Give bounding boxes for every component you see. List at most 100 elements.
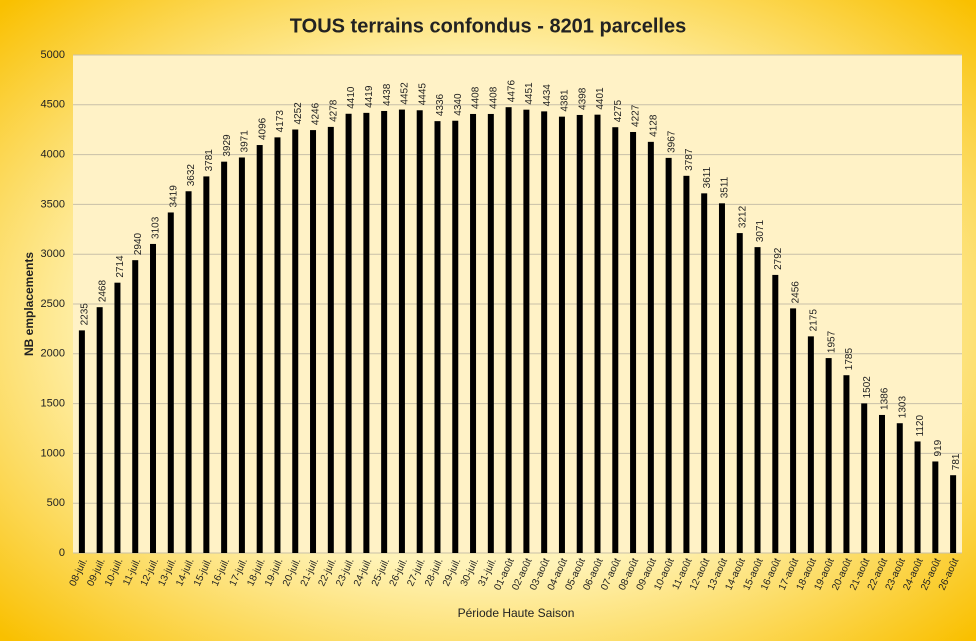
- data-label: 3967: [666, 130, 677, 153]
- bar: [345, 113, 352, 553]
- data-label: 4419: [364, 85, 375, 108]
- data-label: 4408: [471, 86, 482, 109]
- data-label: 1386: [880, 387, 891, 410]
- y-tick-label: 4000: [41, 149, 65, 161]
- data-label: 781: [951, 453, 962, 470]
- bar: [221, 161, 228, 553]
- bar: [78, 330, 85, 553]
- bar: [398, 109, 405, 553]
- data-label: 3212: [737, 205, 748, 228]
- bar: [772, 274, 779, 553]
- bar: [434, 121, 441, 553]
- bar: [185, 191, 192, 553]
- bar: [150, 243, 157, 553]
- data-label: 2940: [133, 232, 144, 255]
- data-label: 4173: [275, 110, 286, 133]
- y-tick-label: 500: [47, 497, 65, 509]
- data-label: 3071: [755, 219, 766, 242]
- data-label: 3511: [720, 176, 731, 198]
- bar: [683, 175, 690, 553]
- bar: [576, 114, 583, 553]
- data-label: 4381: [560, 89, 571, 112]
- bar: [878, 414, 885, 553]
- data-label: 3419: [168, 185, 179, 208]
- data-label: 4398: [577, 87, 588, 110]
- data-label: 1303: [897, 396, 908, 419]
- data-label: 919: [933, 439, 944, 456]
- bar: [647, 141, 654, 553]
- bar: [807, 336, 814, 553]
- data-label: 3611: [702, 166, 713, 188]
- data-label: 3787: [684, 148, 695, 171]
- data-label: 1502: [862, 376, 873, 399]
- bar: [292, 129, 299, 553]
- data-label: 4336: [435, 93, 446, 116]
- data-label: 4096: [257, 117, 268, 140]
- data-label: 4227: [631, 104, 642, 127]
- data-label: 3103: [151, 216, 162, 239]
- bar: [896, 423, 903, 553]
- data-label: 3971: [240, 130, 251, 153]
- y-tick-label: 4500: [41, 99, 65, 111]
- bar: [363, 112, 370, 553]
- data-label: 2792: [773, 247, 784, 270]
- data-label: 4252: [293, 102, 304, 125]
- y-tick-label: 0: [59, 547, 65, 559]
- data-label: 3929: [222, 134, 233, 157]
- bar: [630, 131, 637, 554]
- y-tick-label: 2000: [41, 348, 65, 360]
- y-tick-label: 3000: [41, 248, 65, 260]
- data-label: 4246: [311, 102, 322, 125]
- bar: [203, 176, 210, 553]
- data-label: 4452: [400, 82, 411, 105]
- data-label: 4401: [595, 87, 606, 110]
- bar: [558, 116, 565, 553]
- bar: [541, 111, 548, 553]
- bar: [452, 120, 459, 554]
- bar: [505, 107, 512, 553]
- bar: [238, 157, 245, 553]
- bar: [790, 308, 797, 553]
- bar: [843, 375, 850, 553]
- y-tick-label: 1000: [41, 447, 65, 459]
- y-axis-title: NB emplacements: [22, 252, 36, 356]
- bar: [96, 307, 103, 553]
- bar: [310, 130, 317, 554]
- y-tick-label: 3500: [41, 198, 65, 210]
- data-label: 4278: [328, 99, 339, 122]
- data-label: 1957: [826, 330, 837, 353]
- data-label: 2235: [80, 303, 91, 326]
- bar: [523, 109, 530, 554]
- bar: [861, 403, 868, 553]
- bar: [736, 233, 743, 554]
- y-tick-label: 5000: [41, 49, 65, 61]
- y-tick-label: 2500: [41, 298, 65, 310]
- data-label: 4275: [613, 100, 624, 123]
- data-label: 4434: [542, 84, 553, 107]
- bar: [381, 110, 388, 554]
- data-label: 3632: [186, 164, 197, 187]
- bar: [932, 461, 939, 553]
- bar: [914, 441, 921, 553]
- data-label: 3781: [204, 149, 215, 172]
- data-label: 4438: [382, 83, 393, 106]
- data-label: 4410: [346, 86, 357, 109]
- data-label: 2456: [791, 281, 802, 304]
- bar: [327, 126, 334, 554]
- data-label: 1120: [915, 415, 926, 437]
- data-label: 4445: [417, 83, 428, 106]
- bar: [470, 113, 477, 554]
- bar: [718, 203, 725, 554]
- bar: [825, 358, 832, 553]
- bar: [274, 137, 281, 553]
- y-tick-label: 1500: [41, 398, 65, 410]
- data-label: 4128: [648, 114, 659, 137]
- data-label: 4476: [506, 80, 517, 103]
- data-label: 2468: [97, 280, 108, 303]
- bar: [416, 110, 423, 553]
- bar: [665, 157, 672, 554]
- data-label: 4451: [524, 82, 535, 105]
- data-label: 4408: [488, 86, 499, 109]
